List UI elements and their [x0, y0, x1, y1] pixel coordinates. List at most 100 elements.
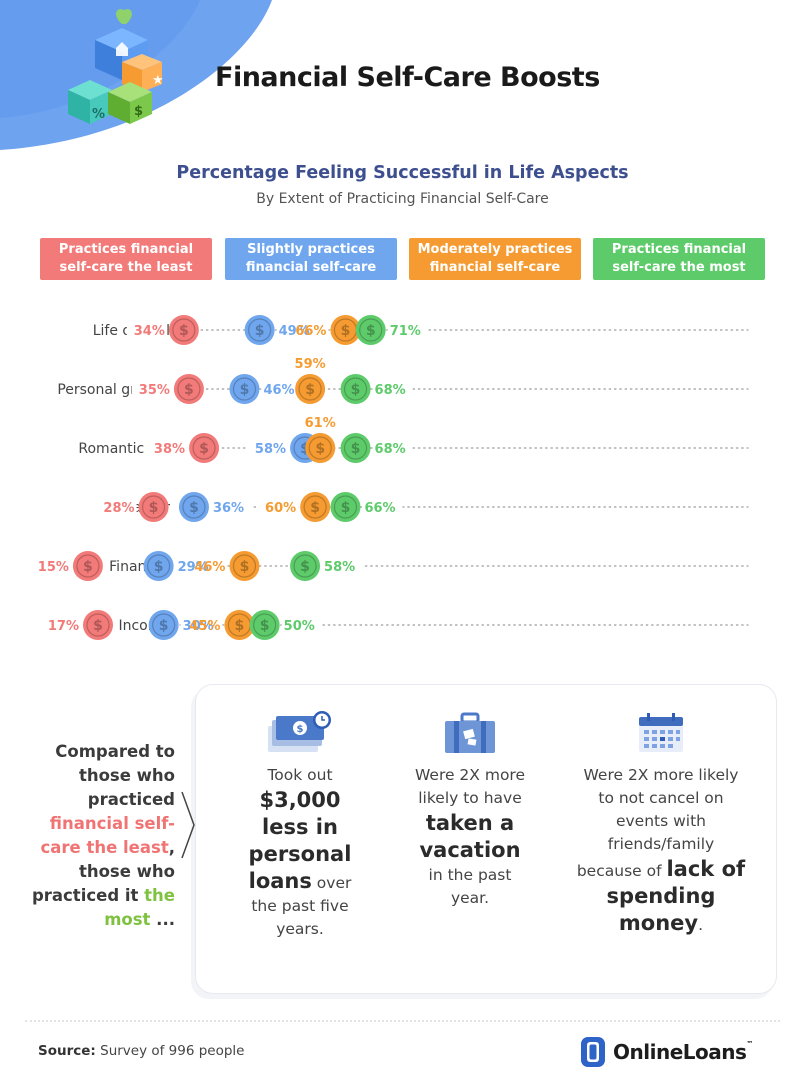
data-label: 68% [375, 383, 406, 398]
dollar-icon: $ [300, 559, 310, 575]
brand-trademark: ™ [746, 1040, 753, 1048]
intro-highlight-least: financial self-care the least [40, 814, 175, 857]
coin-ring [343, 377, 368, 401]
data-label: 28% [103, 501, 134, 516]
dollar-icon: $ [159, 618, 169, 634]
coin-ring [248, 318, 272, 342]
data-label: 45% [189, 619, 220, 634]
data-label: 58% [324, 560, 355, 575]
dollar-icon: $ [93, 618, 103, 634]
svg-text:★: ★ [152, 73, 164, 88]
dollar-icon: $ [305, 382, 315, 398]
chart-subtitle: By Extent of Practicing Financial Self-C… [256, 191, 549, 207]
dollar-icon: $ [235, 618, 245, 634]
data-label: 15% [38, 560, 69, 575]
coin-ring [232, 554, 257, 578]
dollar-icon: $ [154, 559, 164, 575]
footer-divider [25, 1020, 780, 1022]
coin-ring [86, 613, 110, 637]
intro-text: ... [150, 910, 175, 929]
dollar-coin-marker: $ [290, 551, 321, 581]
data-label: 17% [48, 619, 79, 634]
source-text: Survey of 996 people [95, 1043, 245, 1059]
chart-title: Percentage Feeling Successful in Life As… [176, 163, 629, 183]
item-text: Took out [267, 766, 333, 784]
coin-ring [359, 318, 383, 342]
brand-mark-icon [581, 1037, 605, 1067]
brand-logo[interactable]: OnlineLoans™ [580, 1036, 753, 1068]
item-text: over the past five years. [251, 874, 352, 938]
dollar-coin-marker: $ [300, 492, 331, 522]
coin-ring [177, 377, 201, 401]
label-backdrop [301, 414, 342, 431]
dollar-coin-marker: $ [295, 374, 326, 404]
label-backdrop [291, 355, 332, 372]
data-label: 58% [255, 442, 286, 457]
coin-ring [192, 436, 216, 460]
dollar-coin-marker: $ [178, 492, 209, 522]
data-label: 66% [364, 501, 395, 516]
item-highlight: lack of spending money [606, 857, 746, 935]
data-label: 38% [154, 442, 185, 457]
dollar-icon: $ [341, 500, 351, 516]
page-title: Financial Self-Care Boosts [215, 62, 600, 93]
data-label: 61% [305, 416, 336, 431]
data-label: 46% [263, 383, 294, 398]
dollar-coin-marker: $ [224, 610, 255, 640]
label-backdrop [261, 381, 302, 398]
data-label: 29% [178, 560, 209, 575]
dot-plot-chart: Life overall34%49%66%71%$$$$Personal gro… [30, 315, 749, 640]
data-label: 66% [295, 324, 326, 339]
dollar-coin-marker: $ [330, 492, 361, 522]
dollar-icon: $ [341, 323, 351, 339]
dollar-icon: $ [310, 500, 320, 516]
coin-ring [303, 495, 327, 519]
chevron-right-icon [181, 791, 195, 859]
dollar-coin-marker: $ [305, 433, 336, 463]
coin-ring [141, 495, 166, 519]
legend-label: Practices financial self-care the most [611, 242, 747, 275]
label-backdrop [281, 617, 322, 634]
item-highlight: taken a vacation [419, 811, 521, 862]
svg-text:%: % [92, 107, 105, 122]
data-label: 30% [183, 619, 214, 634]
data-label: 50% [284, 619, 315, 634]
item-text: in the past year. [428, 866, 512, 907]
data-label: 49% [279, 324, 310, 339]
dollar-icon: $ [366, 323, 376, 339]
item-text: Were 2X more likely to not cancel on eve… [576, 766, 739, 880]
source-label: Source: [38, 1043, 96, 1059]
label-backdrop [322, 558, 363, 575]
legend-moderately: Moderately practices financial self-care [409, 238, 581, 280]
data-label: 34% [134, 324, 165, 339]
coin-ring [333, 495, 358, 519]
source-note: Source: Survey of 996 people [38, 1043, 245, 1059]
dollar-icon: $ [300, 441, 310, 457]
svg-text:$: $ [134, 104, 143, 119]
coin-ring [298, 377, 322, 401]
dollar-icon: $ [315, 441, 325, 457]
coin-ring [76, 554, 100, 578]
label-backdrop [288, 322, 329, 339]
dollar-icon: $ [351, 382, 361, 398]
dollar-icon: $ [240, 559, 250, 575]
data-label: 60% [265, 501, 296, 516]
label-backdrop [372, 440, 413, 457]
dollar-coin-marker: $ [355, 315, 386, 345]
label-backdrop [248, 440, 289, 457]
coin-ring [182, 495, 206, 519]
dollar-coin-marker: $ [249, 610, 280, 640]
comparison-item-loans: Took out $3,000 less in personal loans o… [235, 764, 365, 941]
dollar-coin-marker: $ [143, 551, 174, 581]
dollar-icon: $ [199, 441, 209, 457]
intro-text: Compared to those who practiced [55, 742, 175, 809]
item-text: Were 2X more likely to have [414, 766, 525, 807]
coin-ring [308, 436, 332, 460]
dollar-coin-marker: $ [189, 433, 220, 463]
dollar-coin-marker: $ [244, 315, 275, 345]
label-backdrop [187, 558, 228, 575]
data-label: 68% [375, 442, 406, 457]
label-backdrop [126, 322, 167, 339]
legend-label: Slightly practices financial self-care [245, 242, 377, 275]
intro-text: , those who practiced it [31, 838, 175, 905]
